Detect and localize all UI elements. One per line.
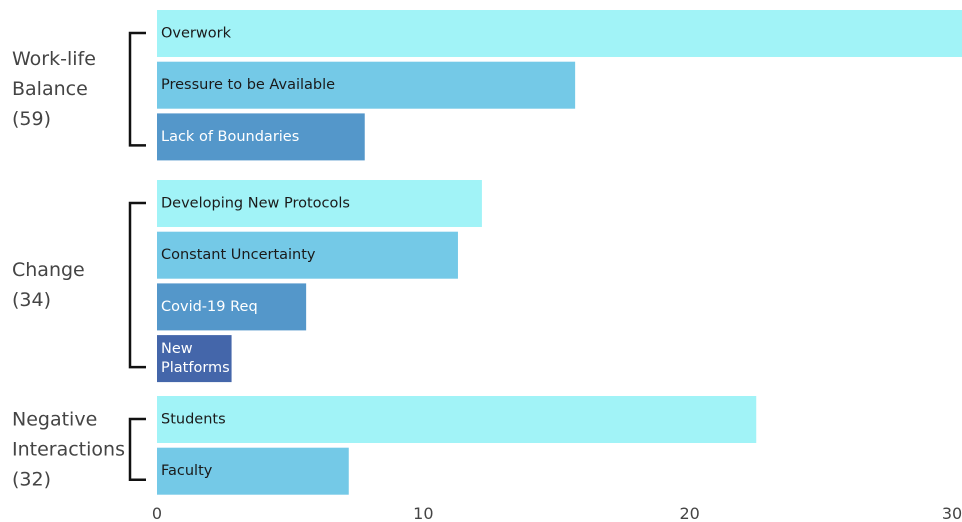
group-label: Negative <box>12 408 97 430</box>
group-bracket <box>128 31 146 147</box>
bar-label: Overwork <box>161 26 232 42</box>
bar-label: Students <box>161 412 226 428</box>
bar-label: Covid-19 Req <box>161 299 258 315</box>
bar-label: Pressure to be Available <box>161 77 335 93</box>
bar-pressure-to-be-available <box>157 61 576 109</box>
group-label: Work-life <box>12 48 96 70</box>
bar-label: Constant Uncertainty <box>161 247 316 263</box>
group-label: Change <box>12 259 85 281</box>
group-label: (32) <box>12 468 51 490</box>
bar-developing-new-protocols <box>157 180 482 227</box>
bar-label: Lack of Boundaries <box>161 129 299 145</box>
group-label: Interactions <box>12 438 125 460</box>
group-label: Balance <box>12 78 88 100</box>
bar-label: Developing New Protocols <box>161 196 350 212</box>
group-label: (34) <box>12 289 51 311</box>
x-tick-label: 0 <box>152 504 162 522</box>
group-bracket <box>128 201 146 369</box>
bar-faculty <box>157 447 349 495</box>
bar-overwork <box>157 10 962 57</box>
group-bracket <box>128 417 146 481</box>
bar-constant-uncertainty <box>157 231 458 279</box>
bar-covid-19-req <box>157 283 307 331</box>
bar-label: Platforms <box>161 360 230 376</box>
bar-new-platforms <box>157 335 232 383</box>
group-label: (59) <box>12 108 51 130</box>
x-tick-label: 30 <box>942 504 962 522</box>
bar-students <box>157 396 757 443</box>
bar-label: New <box>161 341 193 357</box>
bar-lack-of-boundaries <box>157 113 365 161</box>
bar-label: Faculty <box>161 463 213 479</box>
x-tick-label: 20 <box>679 504 699 522</box>
x-tick-label: 10 <box>413 504 433 522</box>
